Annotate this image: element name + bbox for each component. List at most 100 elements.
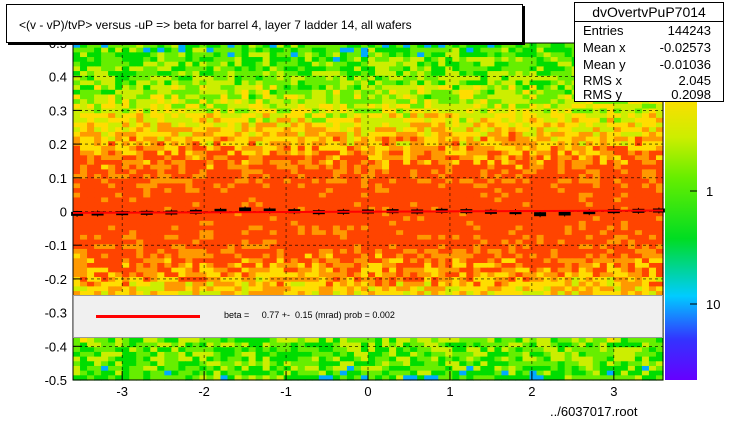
heatmap-cell [87,164,95,170]
heatmap-cell [431,131,439,138]
heatmap-cell [438,262,446,269]
heatmap-cell [346,43,355,49]
heatmap-cell [410,202,418,208]
heatmap-cell [641,127,650,133]
heatmap-cell [332,206,341,213]
heatmap-cell [94,75,102,82]
heatmap-cell [178,253,186,259]
heatmap-cell [234,108,243,114]
heatmap-cell [199,89,208,96]
heatmap-cell [389,188,397,194]
heatmap-cell [557,150,566,156]
heatmap-cell [641,281,650,287]
heatmap-cell [157,117,165,124]
heatmap-cell [115,66,123,72]
heatmap-cell [564,225,573,231]
heatmap-cell [255,99,264,105]
heatmap-cell [396,108,404,114]
heatmap-cell [73,127,81,133]
heatmap-cell [648,281,657,287]
heatmap-cell [234,234,243,241]
heatmap-cell [641,220,650,227]
heatmap-cell [452,178,460,185]
heatmap-cell [536,85,545,91]
heatmap-cell [248,75,257,82]
heatmap-cell [339,108,348,114]
heatmap-cell [501,127,510,133]
heatmap-cell [234,75,243,82]
heatmap-cell [550,291,559,297]
heatmap-cell [375,248,383,255]
heatmap-cell [297,230,306,236]
heatmap-cell [424,99,432,105]
heatmap-cell [375,262,383,269]
heatmap-cell [311,286,320,292]
heatmap-cell [494,197,503,203]
heatmap-cell [122,131,130,138]
heatmap-cell [269,197,278,203]
heatmap-cell [403,291,411,297]
heatmap-cell [396,80,404,86]
heatmap-cell [171,267,179,273]
heatmap-cell [199,122,208,128]
heatmap-cell [515,216,524,222]
heatmap-cell [606,141,615,147]
heatmap-cell [480,80,488,86]
heatmap-cell [445,71,453,77]
heatmap-cell [283,192,292,199]
heatmap-cell [353,71,362,77]
heatmap-cell [297,220,306,227]
heatmap-cell [129,131,137,138]
heatmap-cell [304,61,313,67]
heatmap-cell [206,89,215,96]
heatmap-cell [529,66,538,72]
heatmap-cell [522,239,531,245]
heatmap-cell [185,103,193,110]
heatmap-cell [129,99,137,105]
heatmap-cell [592,150,601,156]
heatmap-cell [382,117,390,124]
heatmap-cell [515,113,524,119]
heatmap-cell [368,277,376,283]
heatmap-cell [346,52,355,58]
heatmap-cell [550,244,559,250]
heatmap-cell [571,230,580,236]
heatmap-cell [143,258,151,264]
heatmap-cell [382,174,390,180]
heatmap-cell [339,136,348,142]
heatmap-cell [571,145,580,152]
heatmap-cell [115,239,123,245]
heatmap-cell [480,145,488,152]
heatmap-cell [508,234,517,241]
heatmap-cell [543,225,552,231]
heatmap-cell [325,291,334,297]
heatmap-cell [557,43,566,49]
heatmap-cell [199,258,208,264]
heatmap-cell [297,183,306,189]
heatmap-cell [325,225,334,231]
heatmap-cell [150,192,158,199]
heatmap-cell [80,122,88,128]
heatmap-cell [311,85,320,91]
heatmap-cell [417,136,425,142]
heatmap-cell [459,183,467,189]
heatmap-cell [606,258,615,264]
heatmap-cell [220,244,229,250]
heatmap-cell [234,188,243,194]
heatmap-cell [185,47,193,53]
heatmap-cell [150,164,158,170]
heatmap-cell [487,192,496,199]
heatmap-cell [122,47,130,53]
heatmap-cell [529,202,538,208]
heatmap-cell [325,216,334,222]
heatmap-cell [403,80,411,86]
heatmap-cell [417,281,425,287]
heatmap-cell [213,127,222,133]
heatmap-cell [164,43,172,49]
heatmap-cell [389,253,397,259]
heatmap-cell [648,262,657,269]
heatmap-cell [459,277,467,283]
heatmap-cell [480,202,488,208]
heatmap-cell [501,47,510,53]
heatmap-cell [297,174,306,180]
